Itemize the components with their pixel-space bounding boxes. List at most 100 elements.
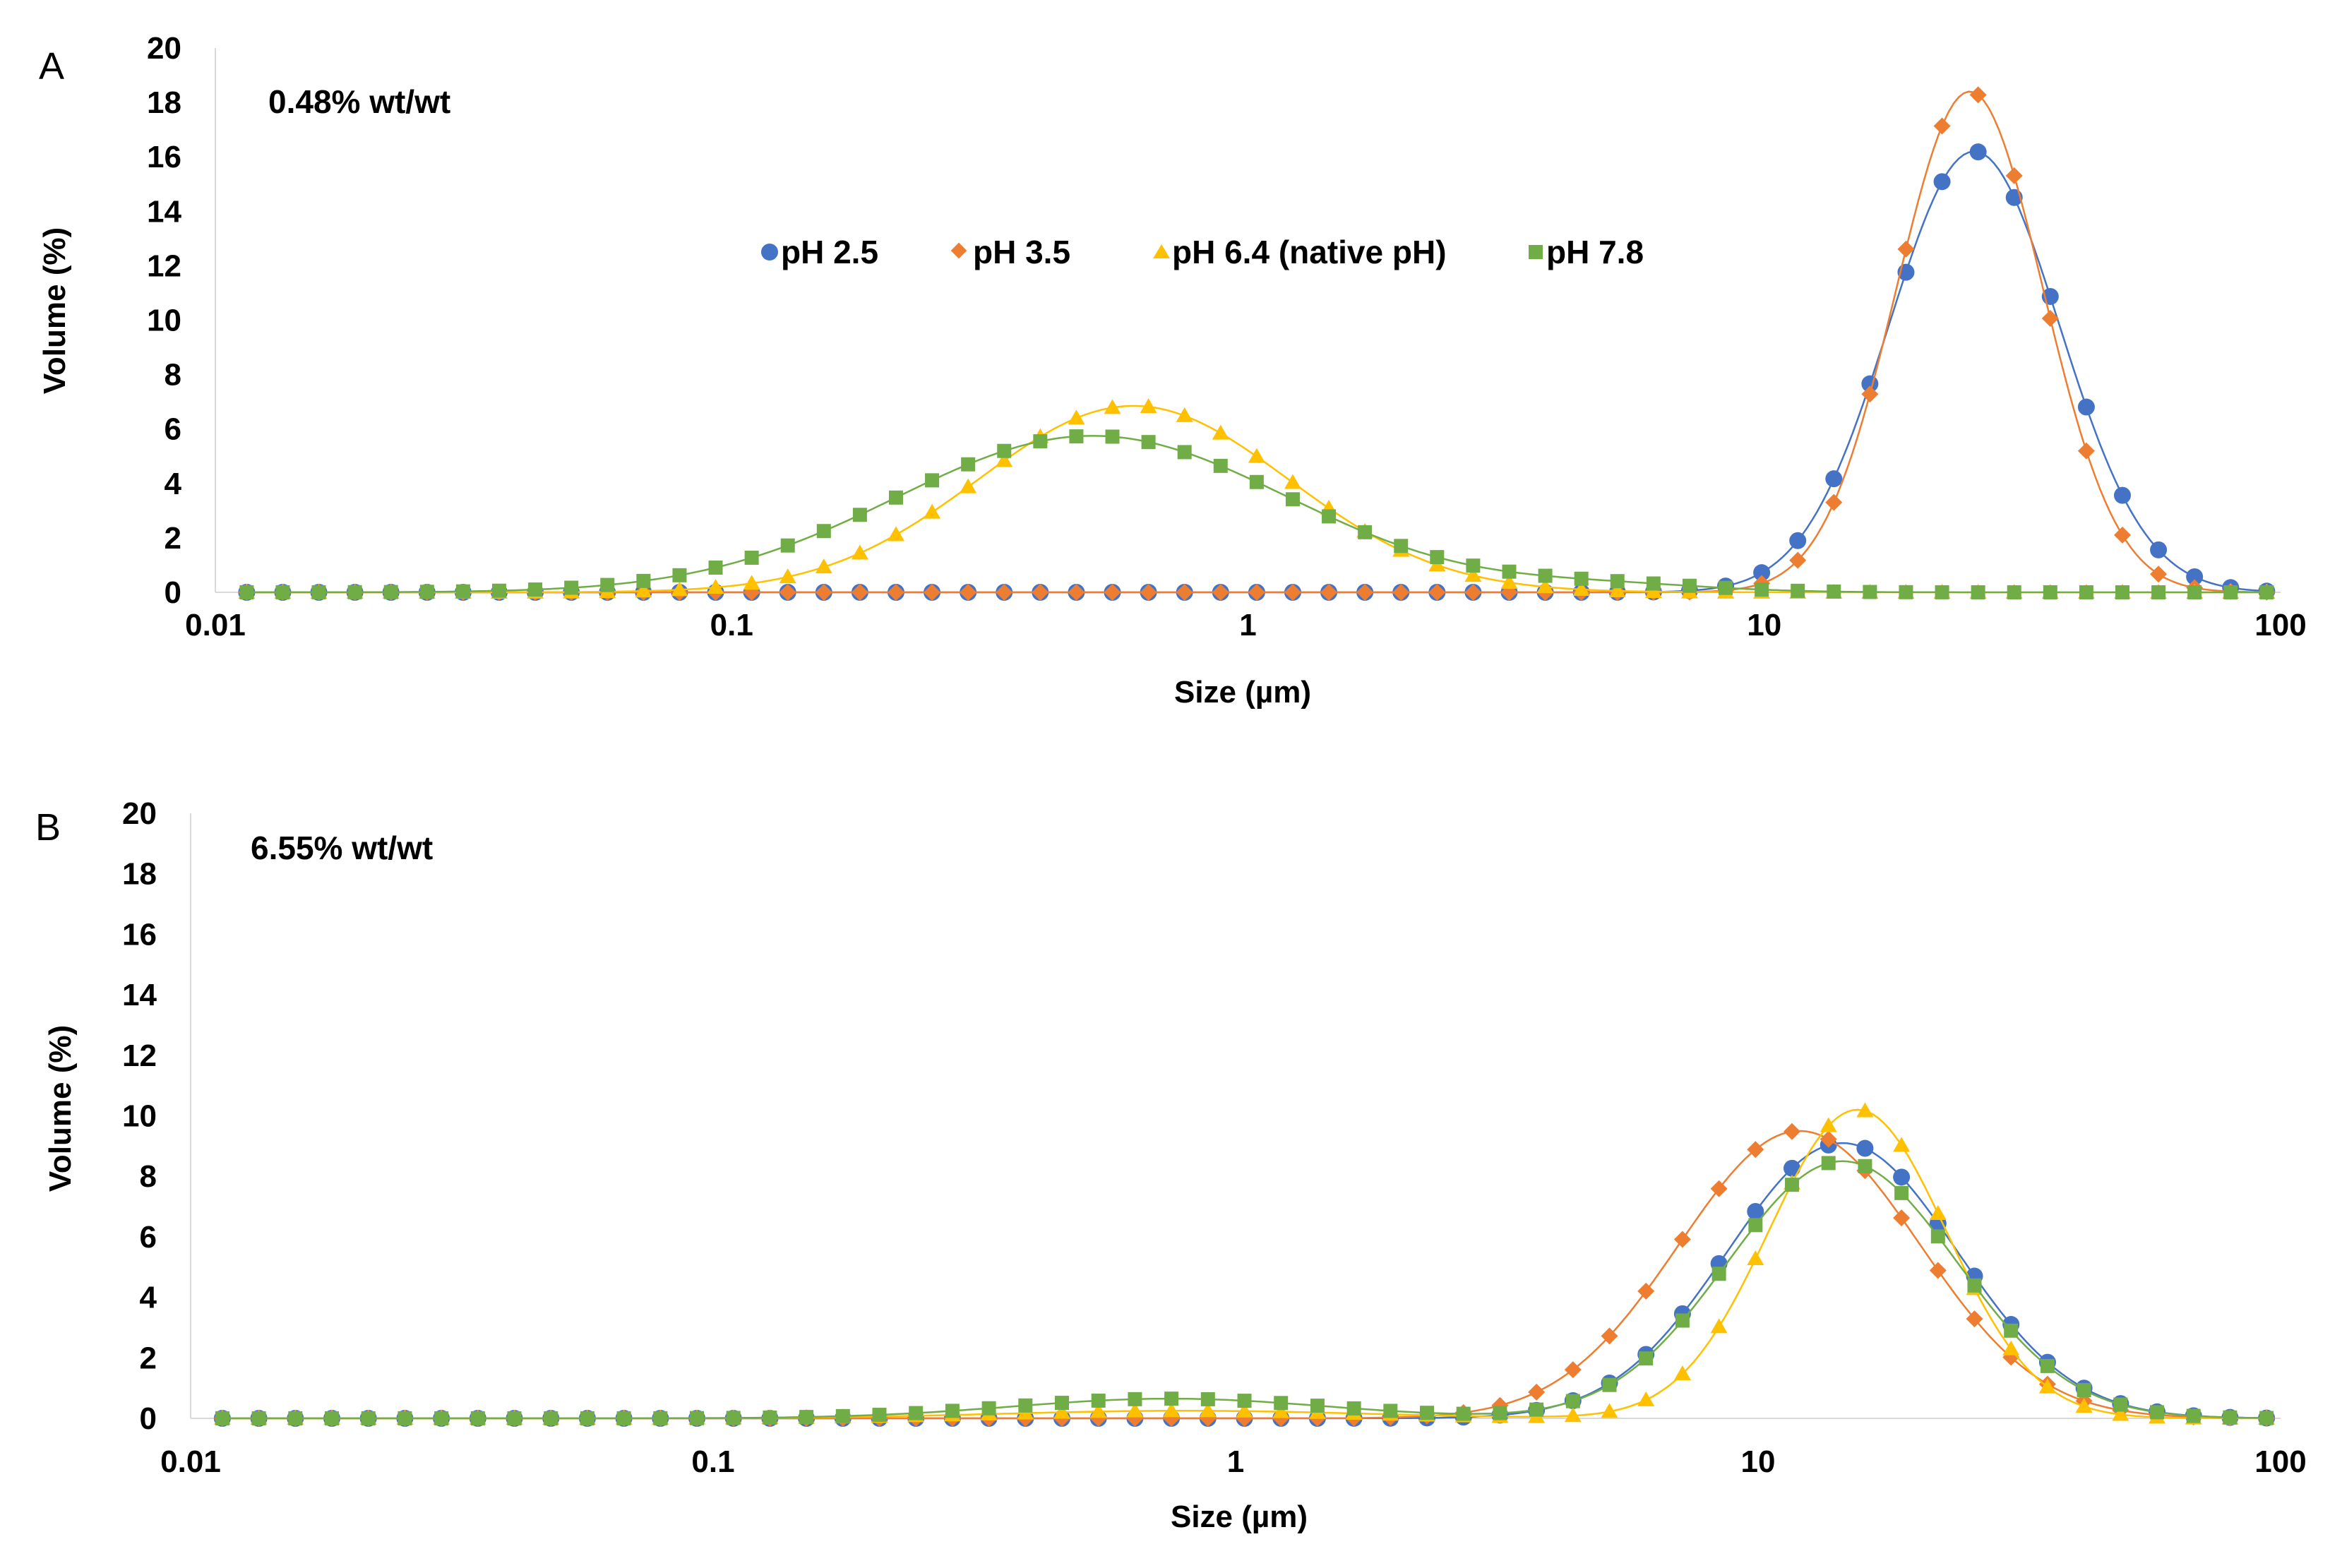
data-point-square-45	[1863, 585, 1877, 599]
data-point-triangle-52	[2112, 1406, 2129, 1421]
y-tick-label: 8	[165, 358, 181, 393]
x-tick-label: 0.1	[691, 1444, 734, 1479]
data-point-diamond-46	[1893, 1209, 1911, 1227]
legend-label-ph-7-8: pH 7.8	[1546, 234, 1644, 270]
data-point-triangle-19	[924, 503, 941, 519]
data-point-triangle-40	[1673, 1365, 1691, 1381]
data-point-diamond-38	[1601, 1327, 1618, 1345]
data-point-square-33	[1420, 1406, 1435, 1420]
data-point-square-13	[690, 1411, 705, 1425]
data-point-square-3	[325, 1411, 340, 1425]
data-point-square-46	[1899, 585, 1913, 599]
data-point-square-4	[361, 1411, 376, 1425]
data-point-square-21	[981, 1401, 996, 1416]
series-line	[246, 150, 2267, 594]
data-point-diamond-17	[851, 584, 868, 601]
data-point-triangle-45	[1856, 1102, 1874, 1118]
data-point-square-25	[1128, 1392, 1142, 1406]
legend-label-ph-2-5: pH 2.5	[781, 234, 878, 270]
data-point-square-29	[1274, 1396, 1289, 1411]
data-point-diamond-44	[1820, 1130, 1837, 1148]
data-point-triangle-27	[1212, 424, 1229, 440]
data-point-square-32	[1383, 1404, 1398, 1418]
y-tick-label: 8	[140, 1159, 157, 1194]
data-point-square-22	[1033, 434, 1048, 449]
data-point-square-6	[434, 1411, 449, 1425]
data-point-square-8	[528, 582, 543, 597]
data-point-square-53	[2150, 1405, 2165, 1420]
data-point-diamond-53	[2150, 565, 2168, 583]
y-tick-label: 10	[122, 1099, 157, 1134]
series-ph-6-4-native-ph	[238, 398, 2276, 599]
data-point-square-5	[398, 1411, 412, 1425]
data-point-square-38	[1602, 1377, 1617, 1392]
x-tick-label: 10	[1747, 608, 1781, 642]
data-point-triangle-21	[996, 452, 1013, 467]
data-point-square-30	[1322, 509, 1337, 524]
data-point-square-19	[909, 1406, 924, 1420]
y-tick-label: 14	[122, 978, 157, 1012]
data-point-square-48	[1967, 1278, 1982, 1293]
data-point-square-39	[1646, 576, 1661, 591]
data-point-triangle-28	[1236, 1402, 1253, 1418]
data-point-square-0	[239, 585, 254, 599]
data-point-square-15	[763, 1410, 777, 1425]
data-point-diamond-23	[1068, 584, 1085, 601]
x-tick-label: 100	[2254, 608, 2306, 642]
data-point-circle-52	[2113, 486, 2131, 504]
data-point-square-55	[2223, 1410, 2238, 1425]
legend-entry-ph-6-4: pH 6.4 (native pH)	[1153, 234, 1447, 270]
data-point-square-21	[997, 443, 1012, 458]
data-point-triangle-29	[1284, 474, 1301, 489]
data-point-diamond-44	[1825, 493, 1843, 511]
data-point-square-6	[455, 584, 470, 599]
data-point-square-11	[636, 573, 651, 588]
data-point-diamond-30	[1320, 584, 1338, 601]
data-point-square-35	[1502, 564, 1517, 579]
data-point-triangle-24	[1089, 1403, 1107, 1418]
data-point-triangle-42	[1747, 1250, 1764, 1266]
data-point-square-49	[2004, 1323, 2019, 1338]
data-point-square-24	[1091, 1393, 1106, 1408]
data-point-square-32	[1394, 539, 1409, 553]
data-point-diamond-41	[1710, 1180, 1728, 1197]
data-point-square-34	[1466, 558, 1481, 573]
data-point-diamond-39	[1637, 1282, 1655, 1300]
data-point-triangle-27	[1199, 1402, 1217, 1418]
data-point-triangle-24	[1104, 399, 1121, 414]
data-point-square-26	[1177, 445, 1192, 460]
data-point-diamond-36	[1528, 1383, 1546, 1401]
data-point-square-19	[925, 473, 940, 488]
data-point-diamond-42	[1747, 1141, 1764, 1159]
legend-entry-ph-7-8: pH 7.8	[1529, 234, 1644, 270]
data-point-circle-47	[1933, 173, 1951, 191]
data-point-triangle-39	[1637, 1391, 1655, 1406]
x-tick-label: 0.01	[160, 1444, 221, 1479]
data-point-square-27	[1200, 1392, 1215, 1406]
data-point-square-5	[419, 585, 434, 599]
data-point-circle-51	[2077, 398, 2095, 416]
data-point-diamond-25	[1140, 584, 1157, 601]
x-tick-label: 1	[1227, 1444, 1244, 1479]
data-point-square-49	[2007, 585, 2021, 599]
panel-a-x-axis-title: Size (µm)	[1174, 675, 1311, 710]
data-point-diamond-15	[779, 584, 796, 601]
data-point-square-37	[1565, 1394, 1580, 1408]
data-point-square-50	[2040, 1358, 2055, 1373]
data-point-square-56	[2259, 585, 2274, 599]
data-point-triangle-26	[1163, 1402, 1181, 1418]
data-point-triangle-46	[1893, 1137, 1911, 1152]
series-line	[246, 405, 2267, 594]
data-point-circle-43	[1789, 532, 1807, 549]
x-tick-label: 100	[2254, 1444, 2306, 1479]
data-point-square-14	[744, 550, 759, 565]
data-point-square-17	[835, 1408, 850, 1423]
data-point-triangle-18	[887, 526, 904, 541]
series-line	[222, 1108, 2267, 1420]
data-point-diamond-16	[815, 584, 832, 601]
data-point-square-23	[1069, 429, 1084, 444]
data-point-square-15	[780, 538, 795, 553]
data-point-triangle-36	[1536, 578, 1554, 594]
data-point-square-47	[1935, 585, 1949, 599]
data-point-triangle-17	[851, 544, 868, 560]
